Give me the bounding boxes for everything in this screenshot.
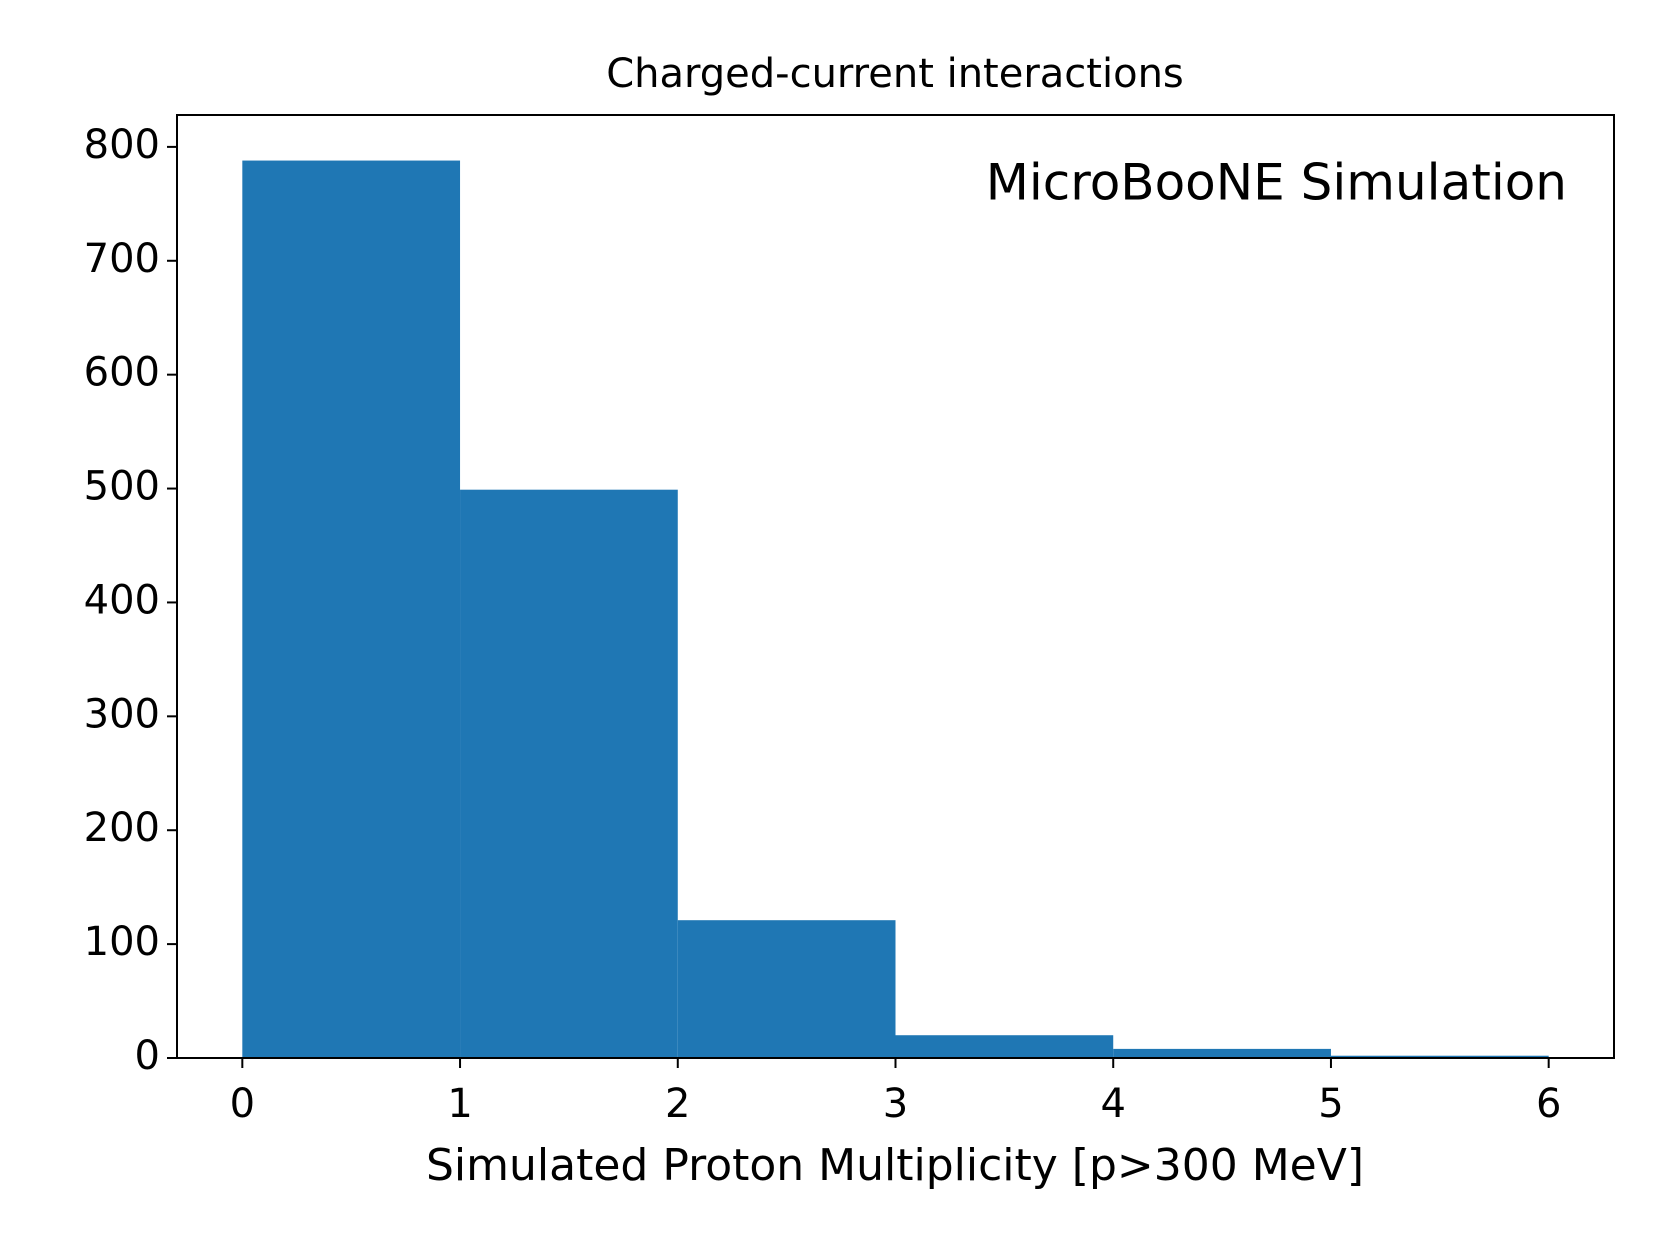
bar xyxy=(242,160,461,1059)
x-axis-label: Simulated Proton Multiplicity [p>300 MeV… xyxy=(426,1140,1364,1191)
y-tick-label: 100 xyxy=(84,919,160,965)
x-tick-label: 6 xyxy=(1536,1081,1561,1127)
y-tick-label: 800 xyxy=(84,122,160,168)
y-tick-label: 300 xyxy=(84,691,160,737)
chart-title: Charged-current interactions xyxy=(606,51,1184,97)
bar xyxy=(677,920,896,1058)
y-tick-label: 500 xyxy=(84,464,160,510)
y-tick-label: 200 xyxy=(84,805,160,851)
y-tick-label: 600 xyxy=(84,350,160,396)
x-tick-label: 5 xyxy=(1318,1081,1343,1127)
x-tick-label: 2 xyxy=(665,1081,690,1127)
x-tick-label: 3 xyxy=(883,1081,908,1127)
bar xyxy=(460,489,678,1058)
x-tick-label: 1 xyxy=(447,1081,472,1127)
y-tick-label: 400 xyxy=(84,577,160,623)
bar xyxy=(1113,1048,1331,1058)
x-tick-label: 4 xyxy=(1101,1081,1126,1127)
bar xyxy=(1330,1055,1549,1058)
x-tick-label: 0 xyxy=(230,1081,255,1127)
y-tick-label: 700 xyxy=(84,236,160,282)
y-tick-label: 0 xyxy=(135,1033,160,1079)
bar xyxy=(895,1035,1114,1058)
annotation: MicroBooNE Simulation xyxy=(986,154,1567,212)
